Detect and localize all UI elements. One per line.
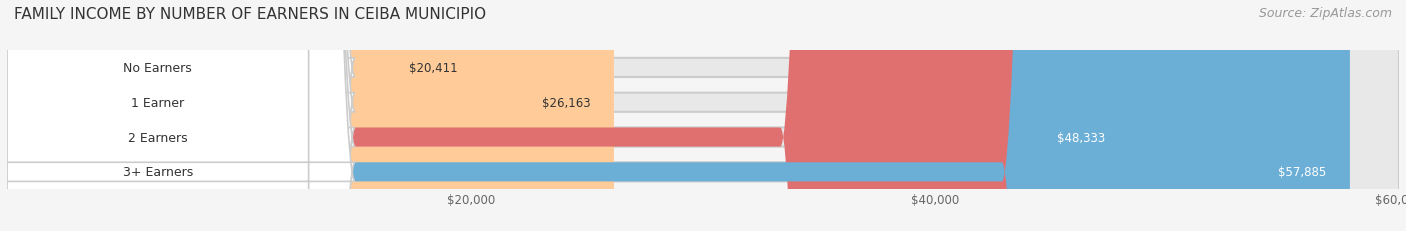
Text: No Earners: No Earners (124, 62, 193, 75)
Text: FAMILY INCOME BY NUMBER OF EARNERS IN CEIBA MUNICIPIO: FAMILY INCOME BY NUMBER OF EARNERS IN CE… (14, 7, 486, 22)
FancyBboxPatch shape (0, 0, 354, 231)
FancyBboxPatch shape (0, 0, 354, 231)
Text: 2 Earners: 2 Earners (128, 131, 187, 144)
FancyBboxPatch shape (0, 0, 354, 231)
Text: 1 Earner: 1 Earner (131, 96, 184, 109)
Text: $48,333: $48,333 (1057, 131, 1105, 144)
FancyBboxPatch shape (7, 0, 1399, 231)
Text: Source: ZipAtlas.com: Source: ZipAtlas.com (1258, 7, 1392, 20)
Text: 3+ Earners: 3+ Earners (122, 166, 193, 179)
FancyBboxPatch shape (7, 0, 1399, 231)
FancyBboxPatch shape (0, 0, 354, 231)
Text: $26,163: $26,163 (543, 96, 591, 109)
FancyBboxPatch shape (7, 0, 481, 231)
FancyBboxPatch shape (7, 0, 614, 231)
FancyBboxPatch shape (7, 0, 1350, 231)
FancyBboxPatch shape (7, 0, 1399, 231)
FancyBboxPatch shape (7, 0, 1128, 231)
FancyBboxPatch shape (7, 0, 1399, 231)
Text: $20,411: $20,411 (409, 62, 457, 75)
Text: $57,885: $57,885 (1278, 166, 1327, 179)
